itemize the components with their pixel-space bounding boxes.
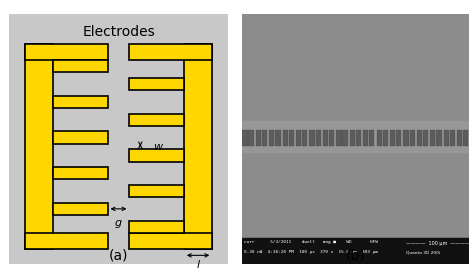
Bar	[25, 44, 108, 60]
Bar	[25, 233, 108, 249]
Bar	[296, 130, 301, 145]
Bar	[363, 130, 368, 145]
Text: Quanta 3D 200i: Quanta 3D 200i	[406, 251, 440, 255]
Bar	[275, 130, 281, 145]
Bar	[242, 238, 469, 264]
Bar	[229, 130, 234, 145]
Bar	[235, 130, 240, 145]
Bar	[53, 203, 108, 215]
Text: l: l	[197, 260, 200, 270]
Bar	[53, 96, 108, 108]
Bar	[289, 130, 294, 145]
Bar	[417, 130, 422, 145]
Bar	[376, 130, 382, 145]
Bar	[184, 44, 212, 249]
Bar	[350, 130, 355, 145]
Bar	[216, 130, 221, 145]
Bar	[129, 220, 184, 233]
Bar	[262, 130, 267, 145]
Bar	[390, 130, 395, 145]
Bar	[129, 78, 184, 90]
Text: g: g	[115, 218, 122, 228]
Bar	[323, 130, 328, 145]
Text: 0.30 nA  4:38:28 PM  100 μs  370 x  15.0 mm  403 μm: 0.30 nA 4:38:28 PM 100 μs 370 x 15.0 mm …	[244, 250, 378, 254]
Bar	[53, 167, 108, 179]
Bar	[129, 114, 184, 126]
Bar	[403, 130, 409, 145]
Bar	[396, 130, 401, 145]
Bar	[242, 121, 469, 152]
Bar	[471, 130, 474, 145]
Bar	[457, 130, 462, 145]
Bar	[53, 131, 108, 144]
Bar	[129, 233, 212, 249]
Text: Electrodes: Electrodes	[82, 25, 155, 39]
Bar	[423, 130, 428, 145]
Bar	[53, 60, 108, 73]
Bar	[283, 130, 288, 145]
Bar	[310, 130, 315, 145]
Text: (a): (a)	[109, 249, 128, 263]
Bar	[437, 130, 442, 145]
Text: w: w	[154, 142, 163, 152]
Bar	[269, 130, 274, 145]
Text: (b): (b)	[346, 249, 365, 263]
Bar	[129, 149, 184, 162]
Bar	[222, 130, 227, 145]
Bar	[256, 130, 261, 145]
Bar	[342, 130, 347, 145]
Bar	[25, 44, 53, 249]
Bar	[329, 130, 334, 145]
Bar	[463, 130, 468, 145]
Bar	[369, 130, 374, 145]
Bar	[336, 130, 341, 145]
Bar	[316, 130, 321, 145]
Bar	[410, 130, 415, 145]
Bar	[302, 130, 307, 145]
Bar	[248, 130, 254, 145]
Bar	[383, 130, 388, 145]
Text: curr      5/3/2011    dwell   mag ■    WD       HFW: curr 5/3/2011 dwell mag ■ WD HFW	[244, 240, 378, 244]
Text: ————  100 μm  ————: ———— 100 μm ————	[406, 241, 469, 246]
Bar	[450, 130, 455, 145]
Bar	[242, 130, 247, 145]
Bar	[444, 130, 449, 145]
Bar	[129, 185, 184, 197]
Bar	[356, 130, 361, 145]
Bar	[129, 44, 212, 60]
Bar	[430, 130, 436, 145]
